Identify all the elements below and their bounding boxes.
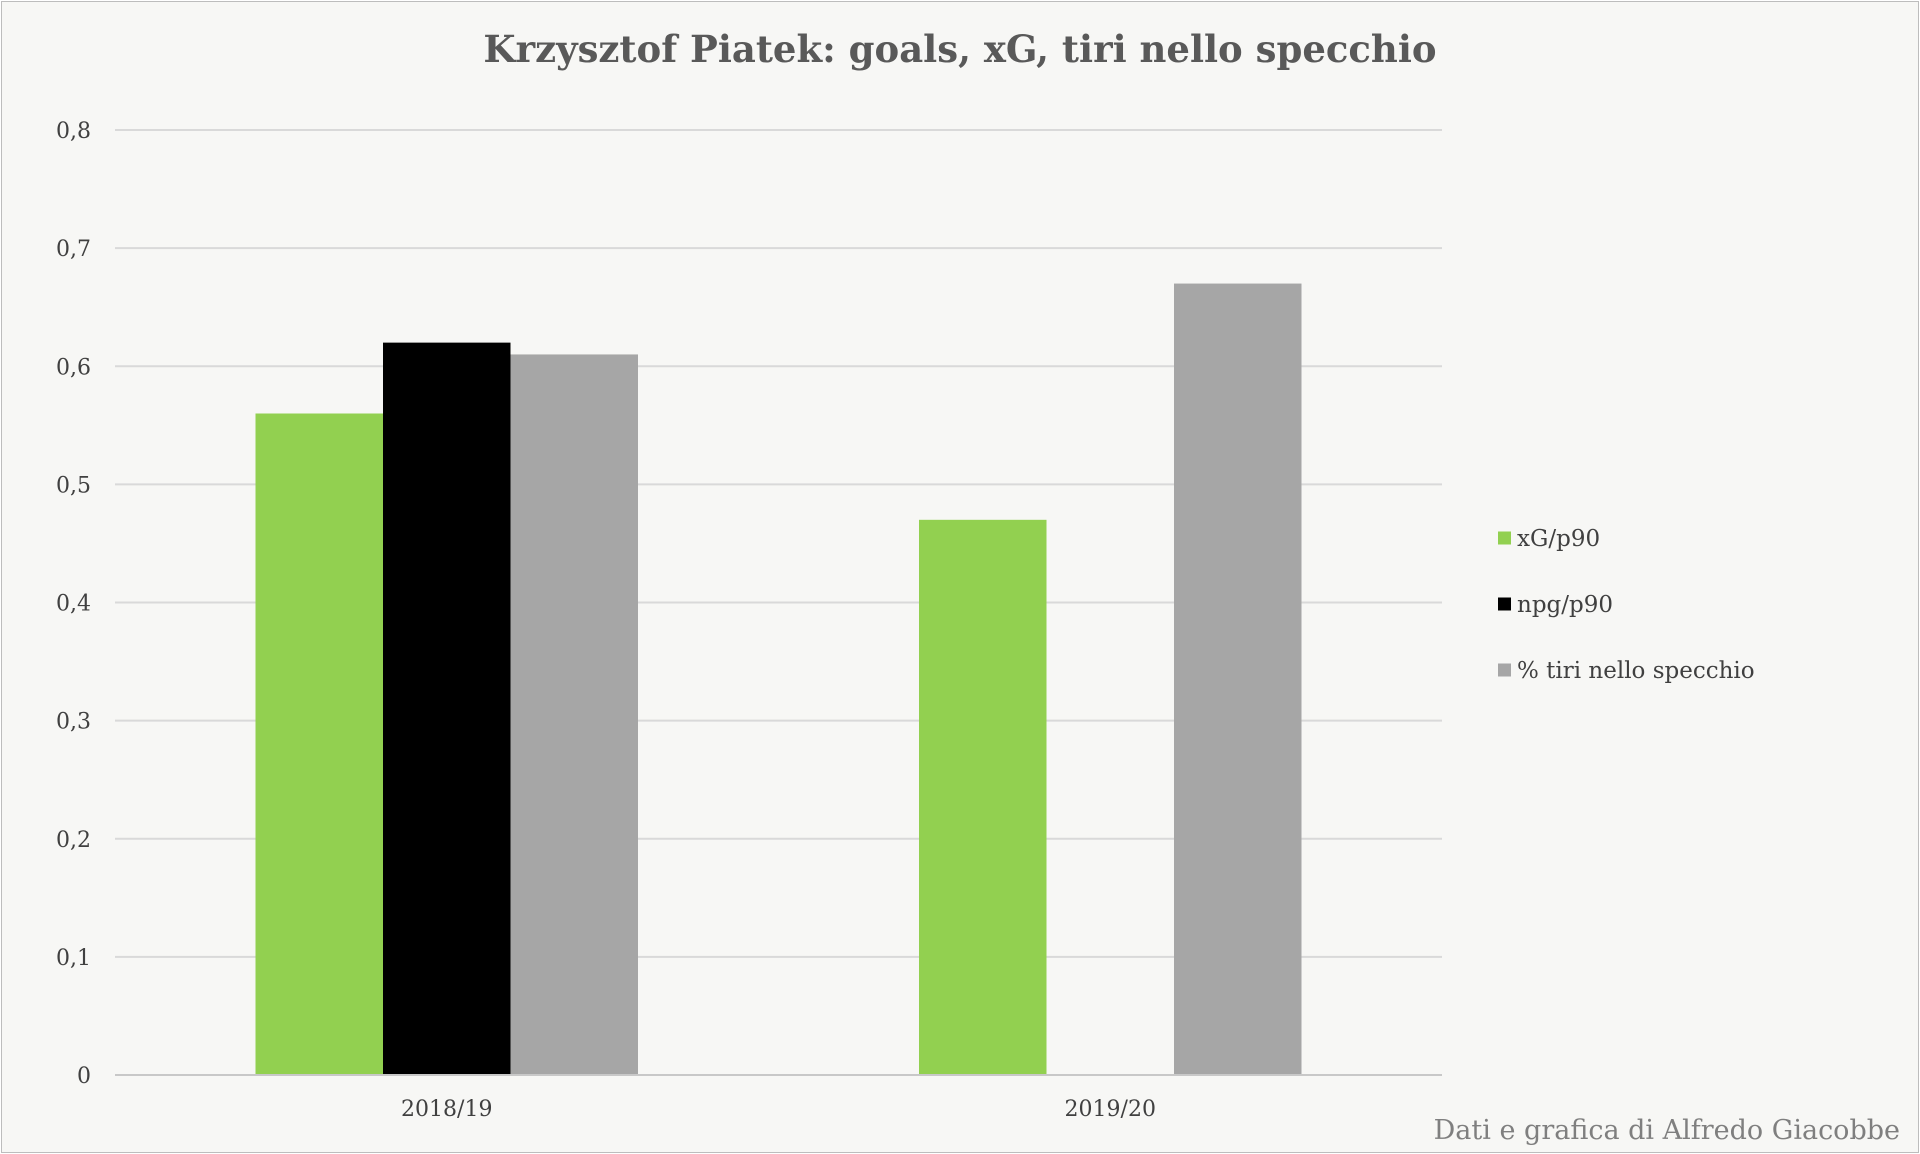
legend-label: % tiri nello specchio xyxy=(1517,658,1755,684)
legend-swatch xyxy=(1498,531,1511,545)
legend-swatch xyxy=(1498,597,1511,611)
y-axis-tick-labels: 0 0,1 0,2 0,3 0,4 0,5 0,6 0,7 0,8 xyxy=(56,119,91,1089)
legend-label: npg/p90 xyxy=(1517,592,1613,618)
bars xyxy=(255,283,1302,1075)
y-tick-label: 0,8 xyxy=(56,119,91,144)
y-tick-label: 0,7 xyxy=(56,237,91,262)
bar-xg-p90-2019-20 xyxy=(919,519,1047,1075)
y-tick-label: 0,1 xyxy=(56,946,91,971)
x-tick-label: 2018/19 xyxy=(401,1097,492,1122)
y-tick-label: 0,6 xyxy=(56,355,91,380)
bar-xg-p90-2018-19 xyxy=(255,413,383,1075)
y-tick-label: 0,2 xyxy=(56,828,91,853)
x-tick-label: 2019/20 xyxy=(1065,1097,1156,1122)
bar-tiri-nello-specchio-2019-20 xyxy=(1174,283,1302,1075)
chart-title: Krzysztof Piatek: goals, xG, tiri nello … xyxy=(483,27,1436,71)
bar-tiri-nello-specchio-2018-19 xyxy=(510,354,638,1075)
legend-label: xG/p90 xyxy=(1517,526,1600,552)
y-tick-label: 0,4 xyxy=(56,592,91,617)
bar-npg-p90-2018-19 xyxy=(383,342,511,1075)
y-tick-label: 0,3 xyxy=(56,710,91,735)
legend: xG/p90 npg/p90 % tiri nello specchio xyxy=(1498,526,1755,684)
y-tick-label: 0 xyxy=(77,1064,91,1089)
credit-text: Dati e grafica di Alfredo Giacobbe xyxy=(1434,1115,1900,1146)
y-tick-label: 0,5 xyxy=(56,473,91,498)
legend-swatch xyxy=(1498,663,1511,677)
x-axis-tick-labels: 2018/19 2019/20 xyxy=(401,1097,1156,1122)
